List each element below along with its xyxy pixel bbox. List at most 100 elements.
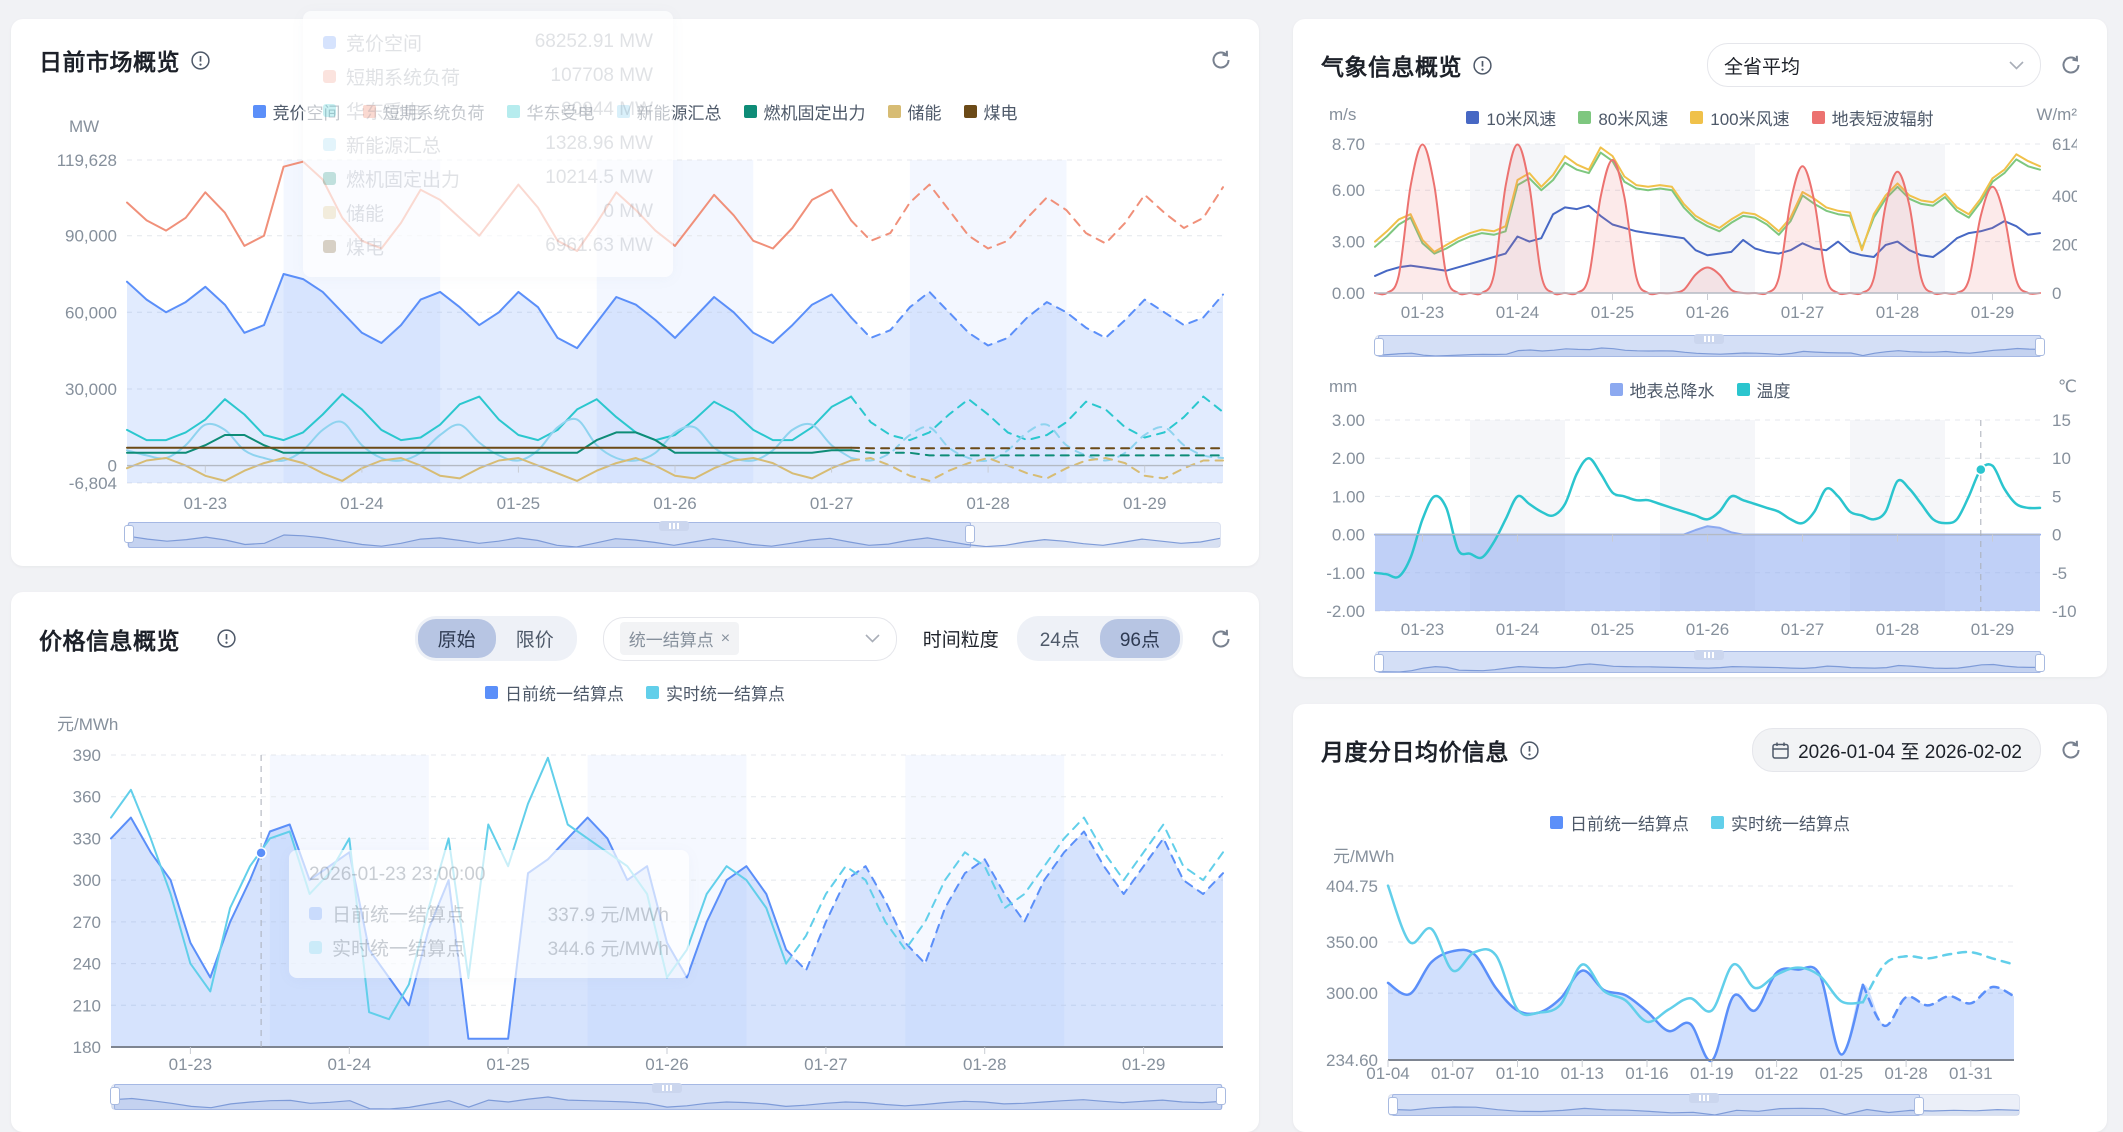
series-line: [850, 449, 1224, 457]
y-tick-label: 240: [73, 955, 101, 974]
x-tick-label: 01-27: [810, 494, 853, 513]
data-zoom-slider[interactable]: [1374, 650, 2045, 673]
legend-item[interactable]: 短期系统负荷: [362, 99, 485, 124]
x-tick-label: 01-25: [1591, 303, 1634, 322]
series-line: [126, 457, 853, 482]
series-line: [850, 457, 1224, 482]
zoom-grip[interactable]: [1693, 334, 1724, 344]
y-tick-label: 180: [73, 1038, 101, 1057]
y-tick-label: 0: [108, 457, 117, 476]
zoom-handle[interactable]: [1374, 338, 1384, 356]
zoom-handle[interactable]: [2035, 338, 2045, 356]
day-band: [905, 755, 1065, 1047]
zoom-handle[interactable]: [964, 525, 975, 543]
legend-label: 10米风速: [1486, 110, 1557, 129]
legend-item[interactable]: 日前统一结算点: [485, 680, 624, 705]
legend-label: 华东受电: [526, 104, 595, 123]
x-tick-label: 01-25: [486, 1055, 529, 1074]
granularity-96[interactable]: 96点: [1099, 619, 1180, 658]
zoom-sparkline: [1376, 347, 2041, 356]
legend-item[interactable]: 实时统一结算点: [1711, 810, 1850, 835]
data-zoom-slider[interactable]: [124, 521, 1221, 548]
legend-item[interactable]: 煤电: [963, 99, 1018, 124]
legend-item[interactable]: 地表总降水: [1609, 377, 1715, 402]
zoom-handle[interactable]: [1215, 1087, 1226, 1105]
zoom-handle[interactable]: [1914, 1097, 1925, 1115]
refresh-icon[interactable]: [1209, 627, 1233, 651]
y-axis-unit: 元/MWh: [57, 715, 119, 734]
legend-marker: [252, 105, 266, 118]
y-tick-label: 60,000: [65, 303, 117, 322]
info-icon[interactable]: [190, 50, 211, 71]
legend-item[interactable]: 日前统一结算点: [1550, 810, 1689, 835]
x-tick-label: 01-28: [966, 494, 1009, 513]
chevron-down-icon: [2009, 60, 2024, 70]
legend-item[interactable]: 燃机固定出力: [743, 99, 866, 124]
legend-item[interactable]: 地表短波辐射: [1811, 105, 1934, 130]
legend-item[interactable]: 储能: [887, 99, 942, 124]
settlement-point-select[interactable]: 统一结算点 ×: [602, 616, 897, 661]
granularity-24[interactable]: 24点: [1039, 630, 1080, 651]
legend-item[interactable]: 100米风速: [1690, 105, 1790, 130]
date-range-picker[interactable]: 2026-01-04 至 2026-02-02: [1752, 728, 2041, 772]
series-line: [126, 417, 853, 462]
wind-chart[interactable]: 8.70 6.00 3.00 0.00 614 400 200 0 01-23 01-24 01-2…: [1323, 131, 2077, 331]
zoom-handle[interactable]: [1387, 1097, 1398, 1115]
zoom-handle[interactable]: [2035, 654, 2045, 672]
y-axis-unit: 元/MWh: [1333, 847, 1395, 866]
price-chart[interactable]: 390 360 330 300 270 240 210 180 01-23 01-24 01-25 0…: [31, 740, 1243, 1078]
x-tick-label: 01-23: [1401, 620, 1444, 639]
refresh-icon[interactable]: [1209, 48, 1233, 72]
y-tick-label: 270: [73, 913, 101, 932]
climate-chart[interactable]: 3.00 2.00 1.00 0.00 -1.00 -2.00 15 10 5 0 -5 -10 01-…: [1323, 404, 2077, 644]
zoom-handle[interactable]: [124, 525, 134, 543]
legend-item[interactable]: 新能源汇总: [616, 99, 722, 124]
region-select[interactable]: 全省平均: [1707, 43, 2041, 87]
data-zoom-slider[interactable]: [1387, 1093, 2020, 1116]
series-line: [1373, 456, 2042, 579]
x-tick-label: 01-27: [804, 1055, 847, 1074]
y-tick-label: 234.60: [1326, 1051, 1378, 1070]
legend-marker: [1578, 111, 1592, 124]
y-axis-unit-right: W/m²: [2036, 105, 2077, 124]
legend: 10米风速 80米风速 100米风速 地表短波辐射: [1293, 105, 2107, 130]
legend-item[interactable]: 温度: [1736, 377, 1791, 402]
series-line: [785, 816, 1224, 965]
zoom-grip[interactable]: [652, 1083, 682, 1093]
legend-marker: [1736, 383, 1750, 396]
legend-item[interactable]: 竞价空间: [252, 99, 341, 124]
tag-close-icon[interactable]: ×: [720, 629, 731, 647]
x-tick-label: 01-23: [184, 494, 227, 513]
data-zoom-slider[interactable]: [110, 1083, 1226, 1110]
mode-option-raw[interactable]: 原始: [417, 619, 496, 658]
y-tick-label: 90,000: [65, 227, 117, 246]
mode-option-limit[interactable]: 限价: [515, 630, 554, 651]
granularity-label: 时间粒度: [922, 630, 999, 651]
series-line: [1861, 950, 2016, 1004]
zoom-grip[interactable]: [1689, 1093, 1719, 1103]
zoom-grip[interactable]: [1693, 650, 1724, 660]
market-chart[interactable]: 119,628 90,000 60,000 30,000 0-6,804 01-23 01-…: [31, 137, 1243, 521]
zoom-handle[interactable]: [1374, 654, 1384, 672]
info-icon[interactable]: [1472, 55, 1493, 76]
y-tick-label: 0.00: [1332, 526, 1365, 545]
series-area: [1388, 949, 2014, 1061]
legend-item[interactable]: 10米风速: [1466, 105, 1556, 130]
refresh-icon[interactable]: [2059, 53, 2083, 77]
legend-marker: [646, 686, 659, 699]
legend-item[interactable]: 实时统一结算点: [646, 680, 785, 705]
legend-item[interactable]: 80米风速: [1578, 105, 1668, 130]
legend-item[interactable]: 华东受电: [506, 99, 595, 124]
zoom-grip[interactable]: [659, 521, 689, 531]
x-tick-label: 01-26: [645, 1055, 688, 1074]
info-icon[interactable]: [216, 628, 237, 649]
date-range-value: 2026-01-04 至 2026-02-02: [1798, 741, 2022, 763]
y-tick-label-right: 200: [2052, 235, 2077, 254]
legend: 地表总降水 温度: [1293, 377, 2107, 402]
info-icon[interactable]: [1519, 740, 1540, 761]
refresh-icon[interactable]: [2059, 738, 2083, 762]
data-zoom-slider[interactable]: [1374, 334, 2045, 357]
legend-label: 日前统一结算点: [1570, 815, 1689, 834]
zoom-handle[interactable]: [110, 1087, 121, 1105]
